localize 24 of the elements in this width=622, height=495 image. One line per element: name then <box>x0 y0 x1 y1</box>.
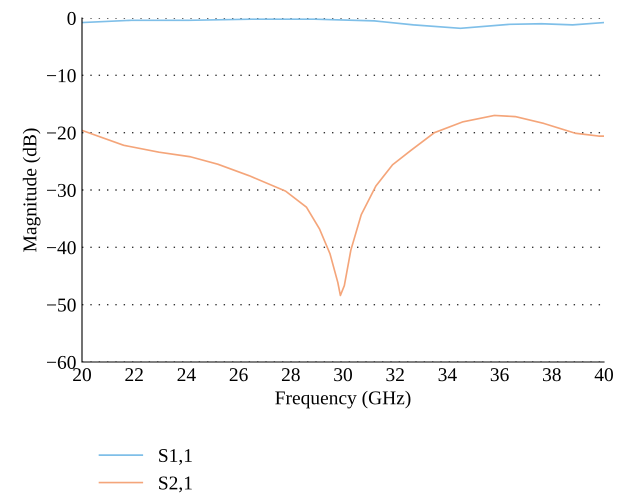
x-tick-label: 22 <box>125 368 143 382</box>
x-tick-label: 28 <box>282 368 300 382</box>
y-tick-label: −50 <box>47 298 76 312</box>
x-tick-label: 36 <box>490 368 509 382</box>
x-tick-label: 30 <box>334 368 352 382</box>
y-tick-label: −30 <box>47 184 76 197</box>
y-tick-label: 0 <box>67 12 76 25</box>
x-tick-label: 38 <box>543 368 561 382</box>
line-series <box>82 114 604 296</box>
x-tick-label: 34 <box>438 368 457 382</box>
y-tick-label: −40 <box>47 241 76 254</box>
x-tick-label: 20 <box>73 368 91 382</box>
y-tick-label: −60 <box>47 356 76 369</box>
legend-label: S1,1 <box>159 449 192 465</box>
x-tick-label: 32 <box>386 368 404 382</box>
x-tick-label: 40 <box>594 368 613 382</box>
legend-label: S2,1 <box>159 476 192 492</box>
x-axis-title: Frequency (GHz) <box>275 390 410 408</box>
x-tick-label: 26 <box>230 368 248 382</box>
y-tick-label: −20 <box>47 126 76 140</box>
x-tick-label: 24 <box>178 368 196 382</box>
y-axis-title: Magnitude (dB) <box>22 128 40 252</box>
line-series <box>82 18 604 30</box>
y-tick-label: −10 <box>47 69 76 82</box>
